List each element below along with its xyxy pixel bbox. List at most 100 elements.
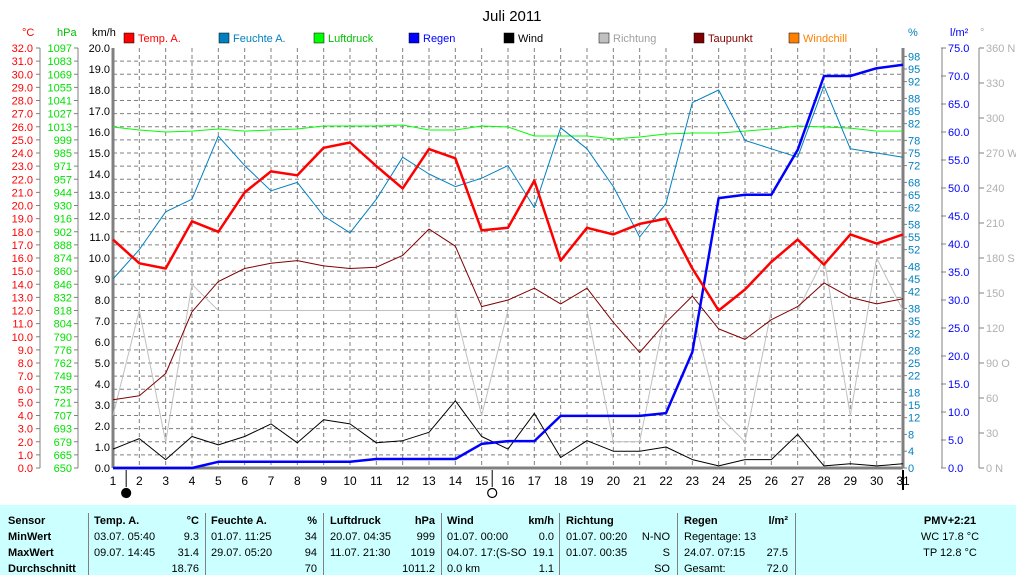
full-moon-icon — [487, 487, 498, 499]
direction-tick-label: 0 N — [986, 463, 1003, 475]
direction-min: N-NO — [641, 531, 670, 543]
legend-swatch — [598, 32, 610, 44]
rain-days: Regentage: 13 — [684, 531, 757, 543]
rain-tick-label: 55.0 — [948, 155, 969, 167]
grid — [111, 48, 905, 470]
temp-avg: 18.76 — [171, 563, 199, 575]
humidity-tick-label: 32 — [908, 329, 920, 341]
new-moon-icon — [121, 487, 132, 499]
x-tick-label: 24 — [712, 474, 726, 488]
direction-tick-label: 180 S — [986, 253, 1015, 265]
pressure-tick-label: 665 — [54, 450, 72, 462]
temp-tick-label: 16.0 — [12, 253, 33, 265]
temp-max: 31.4 — [177, 547, 199, 559]
legend-swatch — [408, 32, 420, 44]
rain-tick-label: 10.0 — [948, 407, 969, 419]
wind-unit: km/h — [528, 515, 554, 527]
x-tick-label: 2 — [136, 474, 143, 488]
humidity-min-time: 01.07. 11:25 — [211, 531, 272, 543]
humidity-tick-label: 35 — [908, 316, 920, 328]
direction-tick-label: 330 — [986, 78, 1004, 90]
rain-tick-label: 40.0 — [948, 239, 969, 251]
pressure-avg: 1011.2 — [402, 563, 435, 575]
humidity-tick-label: 88 — [908, 93, 920, 105]
x-tick-label: 4 — [189, 474, 196, 488]
temp-tick-label: 27.0 — [12, 109, 33, 121]
humidity-tick-label: 62 — [908, 203, 920, 215]
x-tick-label: 6 — [241, 474, 248, 488]
humidity-header: Feuchte A. — [211, 515, 267, 527]
pressure-unit-label: hPa — [57, 27, 77, 39]
x-tick-label: 8 — [294, 474, 301, 488]
wind-tick-label: 8.0 — [95, 295, 110, 307]
humidity-tick-label: 45 — [908, 274, 920, 286]
x-tick-label: 25 — [738, 474, 752, 488]
humidity-tick-label: 4 — [908, 446, 914, 458]
pressure-tick-label: 762 — [54, 358, 72, 370]
temp-tick-label: 24.0 — [12, 148, 33, 160]
pressure-tick-label: 650 — [54, 463, 72, 475]
pressure-tick-label: 916 — [54, 214, 72, 226]
series-luftdruck — [112, 124, 903, 140]
pressure-tick-label: 1097 — [48, 43, 72, 55]
series-richtung — [112, 257, 904, 443]
pressure-tick-label: 1041 — [48, 96, 72, 108]
rain-tick-label: 30.0 — [948, 295, 969, 307]
temp-tick-label: 2.0 — [18, 437, 33, 449]
pmv-wc: WC 17.8 °C — [920, 531, 980, 543]
rain-unit-label: l/m² — [950, 27, 969, 39]
legend-label: Temp. A. — [138, 33, 181, 45]
direction-max: S — [662, 547, 670, 559]
humidity-tick-label: 75 — [908, 148, 920, 160]
pressure-tick-label: 860 — [54, 266, 72, 278]
wind-tick-label: 19.0 — [89, 64, 110, 76]
x-tick-label: 5 — [215, 474, 222, 488]
pressure-tick-label: 832 — [54, 292, 72, 304]
legend-swatch — [218, 32, 230, 44]
wind-tick-label: 11.0 — [89, 232, 110, 244]
temp-tick-label: 14.0 — [12, 279, 33, 291]
direction-tick-label: 120 — [986, 323, 1004, 335]
x-tick-label: 21 — [633, 474, 647, 488]
wind-header: Wind — [447, 515, 474, 527]
pressure-max: 1019 — [410, 547, 435, 559]
pressure-tick-label: 944 — [54, 187, 72, 199]
wind-tick-label: 7.0 — [95, 316, 110, 328]
humidity-tick-label: 18 — [908, 387, 920, 399]
legend-label: Richtung — [613, 33, 656, 45]
x-tick-label: 26 — [765, 474, 779, 488]
x-tick-label: 1 — [110, 474, 117, 488]
temp-tick-label: 25.0 — [12, 135, 33, 147]
temp-tick-label: 22.0 — [12, 174, 33, 186]
direction-min-time: 01.07. 00:20 — [566, 531, 628, 543]
pressure-tick-label: 735 — [54, 384, 72, 396]
pressure-tick-label: 707 — [54, 411, 72, 423]
x-tick-label: 9 — [320, 474, 327, 488]
temp-tick-label: 10.0 — [12, 332, 33, 344]
rain-tick-label: 35.0 — [948, 267, 969, 279]
wind-min: 0.0 — [538, 531, 554, 543]
x-tick-label: 27 — [791, 474, 805, 488]
pressure-tick-label: 679 — [54, 437, 72, 449]
humidity-avg: 70 — [304, 563, 317, 575]
temp-tick-label: 29.0 — [12, 82, 33, 94]
rain-column: Regen l/m² Regentage: 13 24.07. 07:15 27.5… — [684, 513, 788, 575]
pmv-tp: TP 12.8 °C — [923, 547, 977, 559]
rain-total-label: Gesamt: — [684, 563, 726, 575]
pressure-tick-label: 1055 — [48, 82, 72, 94]
pressure-tick-label: 818 — [54, 306, 72, 318]
x-tick-label: 13 — [422, 474, 436, 488]
temp-min-time: 03.07. 05:40 — [94, 531, 156, 543]
wind-column: Wind km/h 01.07. 00:00 0.0 04.07. 17:(S-SO… — [447, 513, 554, 575]
wind-max-time: 04.07. 17:(S-SO — [447, 547, 527, 559]
temp-tick-label: 32.0 — [12, 43, 33, 55]
rain-tick-label: 0.0 — [948, 463, 963, 475]
temp-tick-label: 13.0 — [12, 292, 33, 304]
x-tick-label: 12 — [396, 474, 410, 488]
direction-tick-label: 210 — [986, 218, 1004, 230]
temp-tick-label: 18.0 — [12, 227, 33, 239]
statistics-table: Sensor MinWert MaxWert Durchschnitt Temp… — [0, 505, 1016, 575]
humidity-tick-label: 82 — [908, 119, 920, 131]
legend-label: Windchill — [803, 33, 847, 45]
legend-swatch — [788, 32, 800, 44]
